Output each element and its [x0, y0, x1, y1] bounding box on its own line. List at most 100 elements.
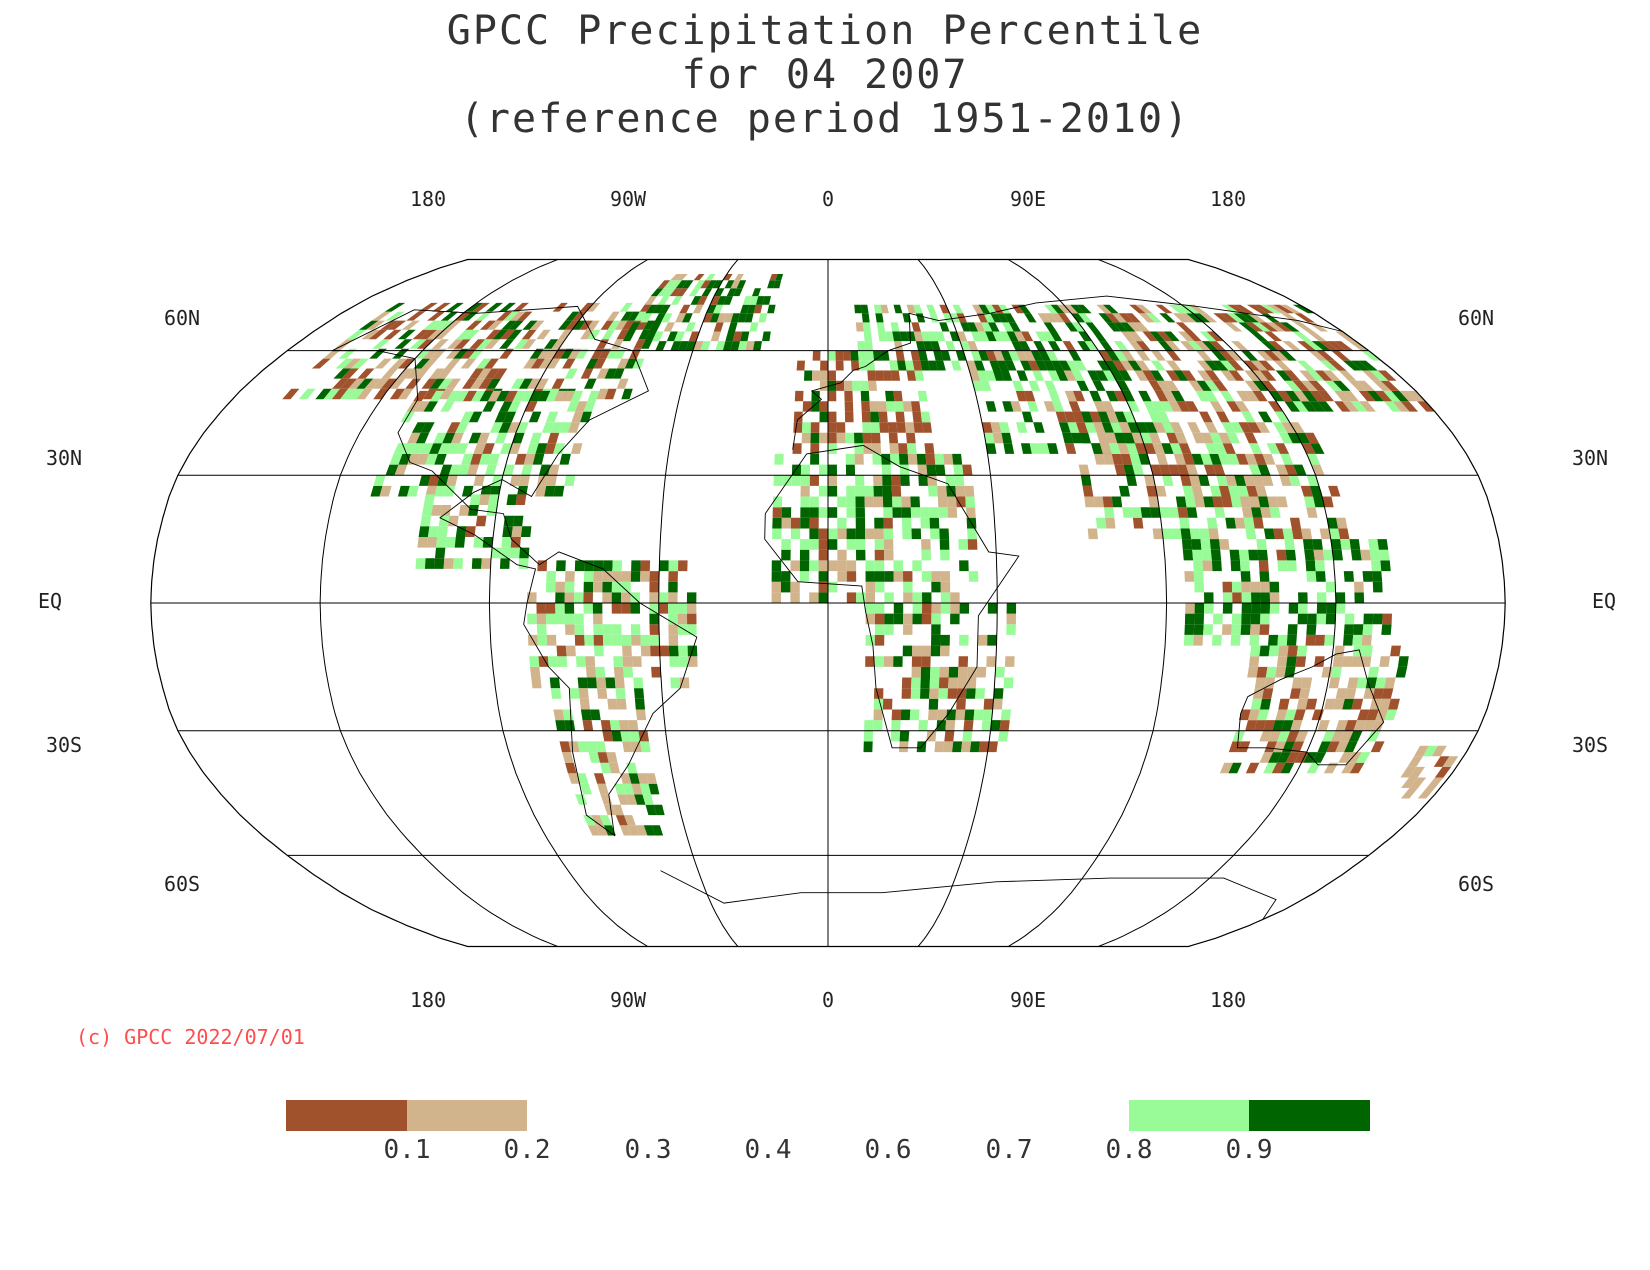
percentile-cell — [1171, 528, 1182, 540]
percentile-cell — [965, 496, 976, 508]
percentile-cell — [1344, 613, 1355, 625]
percentile-cell — [1328, 528, 1341, 540]
percentile-cell — [880, 350, 890, 361]
percentile-cell — [1181, 539, 1193, 550]
percentile-cell — [1384, 677, 1396, 689]
percentile-cell — [1260, 613, 1270, 625]
percentile-cell — [567, 348, 582, 359]
percentile-cell — [620, 773, 632, 784]
percentile-cell — [1219, 762, 1234, 774]
percentile-cell — [1203, 624, 1214, 635]
percentile-cell — [510, 378, 525, 389]
percentile-cell — [1260, 592, 1271, 603]
percentile-cell — [828, 443, 837, 454]
percentile-cell — [1146, 485, 1158, 497]
percentile-cell — [1291, 677, 1303, 689]
percentile-cell — [828, 390, 837, 402]
percentile-cell — [1111, 496, 1123, 508]
percentile-cell — [685, 322, 696, 332]
percentile-cell — [1047, 370, 1061, 381]
percentile-cell — [800, 475, 810, 486]
percentile-cell — [1094, 453, 1106, 465]
percentile-cell — [1237, 741, 1251, 753]
percentile-cell — [649, 581, 659, 593]
percentile-cell — [434, 329, 452, 340]
percentile-cell — [913, 304, 923, 314]
percentile-cell — [1218, 350, 1236, 361]
percentile-cell — [818, 581, 828, 593]
percentile-cell — [964, 485, 975, 497]
percentile-cell — [1244, 370, 1261, 381]
percentile-cell — [1097, 411, 1111, 423]
percentile-cell — [959, 560, 969, 572]
percentile-cell — [621, 592, 631, 603]
percentile-cell — [956, 313, 967, 323]
percentile-cell — [730, 280, 741, 289]
percentile-cell — [651, 825, 664, 836]
percentile-cell — [1103, 507, 1115, 518]
percentile-cell — [501, 320, 517, 330]
percentile-cell — [614, 677, 625, 689]
percentile-cell — [1255, 422, 1271, 433]
percentile-cell — [1371, 720, 1385, 731]
percentile-cell — [1304, 432, 1319, 444]
percentile-cell — [811, 390, 820, 402]
percentile-cell — [574, 624, 585, 635]
percentile-cell — [499, 348, 514, 359]
percentile-cell — [587, 825, 601, 836]
percentile-cell — [611, 730, 623, 742]
percentile-cell — [1150, 464, 1163, 476]
percentile-cell — [315, 388, 332, 400]
percentile-cell — [622, 741, 633, 753]
percentile-cell — [358, 320, 379, 330]
percentile-cell — [1353, 624, 1364, 635]
percentile-cell — [1185, 603, 1195, 614]
percentile-cell — [657, 288, 670, 297]
percentile-cell — [945, 720, 956, 731]
percentile-cell — [1226, 432, 1241, 444]
percentile-cell — [444, 358, 461, 369]
percentile-cell — [709, 313, 720, 323]
percentile-cell — [1233, 313, 1253, 323]
percentile-cell — [614, 783, 626, 795]
percentile-cell — [446, 339, 464, 349]
percentile-cell — [1293, 709, 1306, 721]
percentile-cell — [461, 311, 479, 321]
percentile-cell — [485, 329, 502, 340]
percentile-cell — [974, 360, 986, 371]
percentile-cell — [939, 539, 950, 550]
percentile-cell — [909, 709, 920, 721]
percentile-cell — [865, 350, 875, 361]
percentile-cell — [1213, 313, 1232, 323]
percentile-cell — [1093, 422, 1106, 433]
percentile-cell — [1209, 539, 1221, 550]
percentile-cell — [1105, 350, 1120, 361]
percentile-cell — [600, 720, 612, 731]
percentile-cell — [891, 475, 901, 486]
percentile-cell — [1213, 443, 1227, 454]
percentile-cell — [571, 411, 584, 423]
percentile-cell — [1076, 380, 1090, 391]
percentile-cell — [1102, 304, 1119, 314]
percentile-cell — [679, 677, 690, 689]
percentile-cell — [872, 453, 882, 465]
percentile-cell — [1045, 350, 1059, 361]
percentile-cell — [925, 453, 936, 465]
percentile-cell — [1442, 756, 1459, 767]
percentile-cell — [1250, 645, 1261, 657]
percentile-cell — [957, 677, 968, 689]
percentile-cell — [1129, 304, 1146, 314]
percentile-cell — [1322, 496, 1334, 508]
percentile-cell — [875, 313, 884, 323]
percentile-cell — [1193, 634, 1204, 646]
percentile-cell — [621, 581, 631, 593]
percentile-cell — [828, 507, 838, 518]
percentile-cell — [793, 411, 803, 423]
percentile-cell — [499, 339, 515, 349]
percentile-cell — [1108, 443, 1121, 454]
percentile-cell — [843, 350, 851, 361]
percentile-cell — [855, 475, 865, 486]
percentile-cell — [1258, 496, 1270, 508]
percentile-cell — [792, 443, 802, 454]
percentile-cell — [902, 528, 912, 540]
